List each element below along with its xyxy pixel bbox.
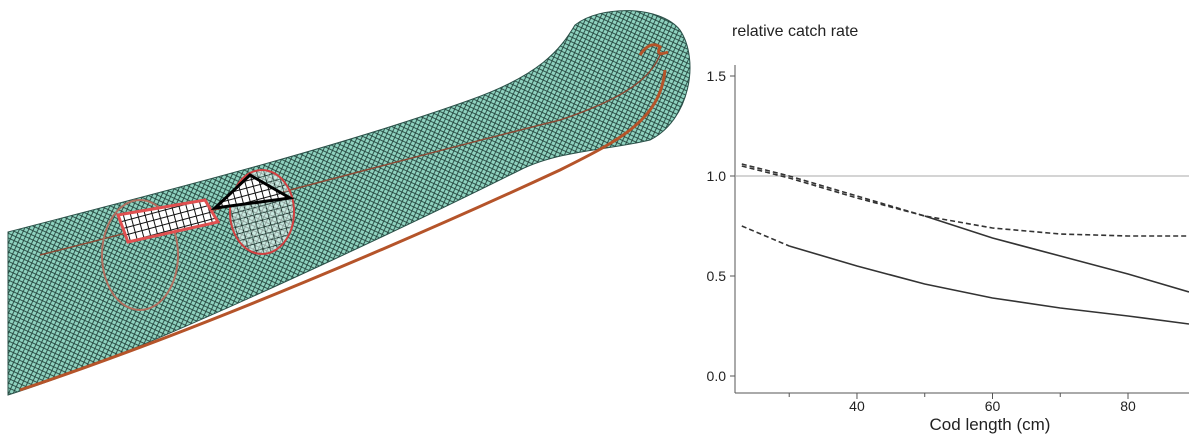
x-tick-label: 40 (849, 398, 865, 414)
y-tick-label: 0.0 (707, 368, 727, 384)
y-tick-label: 1.5 (707, 68, 727, 84)
chart-title: relative catch rate (732, 23, 858, 40)
series-line (788, 245, 1189, 325)
plot-area: 0.0 0.5 1.0 1.5 40 60 80 (707, 65, 1189, 414)
x-tick-label: 60 (985, 398, 1001, 414)
series-line (741, 165, 925, 217)
y-tick-label: 1.0 (707, 168, 727, 184)
series-line (741, 163, 1189, 237)
trawl-net-illustration (7, 10, 691, 396)
x-tick-label: 80 (1120, 398, 1136, 414)
y-tick-label: 0.5 (707, 268, 727, 284)
series-line (741, 225, 790, 247)
series-line (924, 215, 1189, 293)
x-axis-label: Cod length (cm) (930, 415, 1051, 434)
